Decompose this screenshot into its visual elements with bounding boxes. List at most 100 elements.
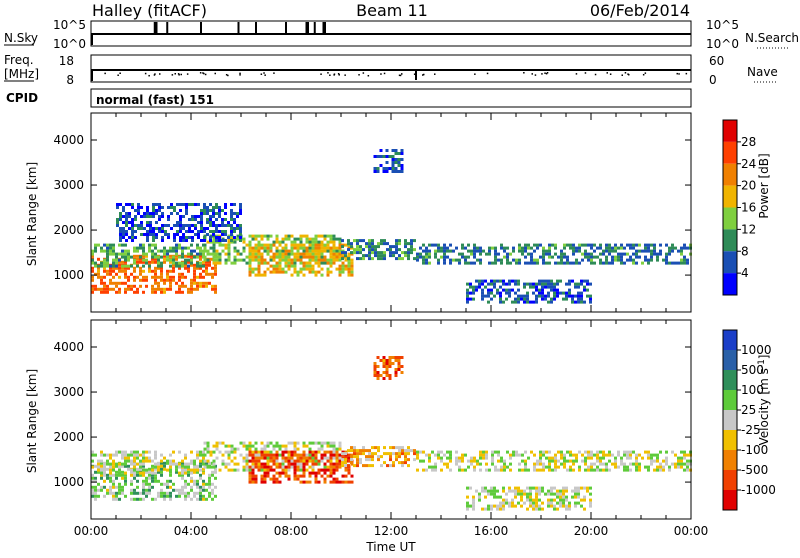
- power-cell: [172, 263, 175, 267]
- velocity-cell: [254, 480, 258, 484]
- velocity-cell: [94, 470, 97, 474]
- velocity-cell: [278, 465, 282, 469]
- power-cell: [131, 227, 134, 230]
- power-cell: [475, 285, 478, 289]
- velocity-cell: [541, 489, 544, 493]
- velocity-cell: [151, 497, 154, 501]
- power-cell: [398, 242, 401, 246]
- power-cell: [203, 227, 206, 230]
- power-cell: [121, 269, 124, 273]
- power-cell: [589, 294, 592, 298]
- power-cell: [212, 221, 215, 224]
- velocity-cell: [523, 489, 526, 493]
- velocity-cell: [562, 495, 565, 499]
- power-cell: [175, 243, 178, 247]
- power-cell: [155, 203, 158, 206]
- power-cell: [202, 284, 205, 288]
- power-cell: [239, 203, 242, 206]
- velocity-cell: [160, 491, 163, 495]
- power-cell: [206, 212, 209, 215]
- power-cell: [212, 224, 215, 227]
- velocity-cell: [490, 492, 493, 496]
- power-cell: [389, 254, 392, 258]
- power-cell: [209, 221, 212, 224]
- power-cell: [127, 255, 130, 259]
- power-cell: [203, 246, 207, 250]
- velocity-cell: [683, 453, 686, 457]
- power-cell: [452, 249, 455, 253]
- power-cell: [97, 275, 100, 279]
- velocity-cell: [115, 462, 118, 466]
- power-cell: [215, 239, 218, 242]
- power-cell: [236, 234, 240, 238]
- power-cell: [388, 155, 392, 158]
- velocity-cell: [574, 489, 577, 493]
- power-cell: [538, 294, 541, 298]
- power-cell: [547, 282, 550, 286]
- velocity-cell: [470, 459, 473, 463]
- velocity-cell: [385, 362, 389, 365]
- power-cell: [350, 242, 353, 246]
- power-cell: [542, 249, 545, 253]
- velocity-cell: [275, 450, 279, 454]
- velocity-cell: [517, 486, 520, 490]
- velocity-cell: [245, 444, 249, 448]
- velocity-cell: [148, 488, 151, 492]
- power-cell: [347, 273, 351, 277]
- power-cell: [254, 255, 258, 259]
- velocity-cell: [590, 453, 593, 457]
- velocity-cell: [569, 453, 572, 457]
- power-cell: [320, 243, 324, 247]
- velocity-cell: [317, 468, 321, 472]
- velocity-cell: [160, 467, 163, 471]
- power-cell: [527, 252, 530, 256]
- velocity-cell: [677, 459, 680, 463]
- velocity-cell: [532, 498, 535, 502]
- power-cell: [653, 252, 656, 256]
- velocity-cell: [320, 453, 324, 457]
- velocity-cell: [491, 462, 494, 466]
- velocity-cell: [686, 462, 689, 466]
- power-cell: [614, 246, 617, 250]
- velocity-cell: [142, 456, 145, 460]
- power-cell: [140, 221, 143, 224]
- power-cell: [233, 246, 237, 250]
- power-cell: [550, 297, 553, 301]
- power-cell: [187, 252, 190, 256]
- velocity-cell: [245, 459, 249, 463]
- power-cell: [476, 249, 479, 253]
- power-cell: [236, 227, 239, 230]
- velocity-cell: [347, 480, 351, 484]
- velocity-cell: [142, 497, 145, 501]
- velocity-cell: [557, 465, 560, 469]
- power-cell: [605, 243, 608, 247]
- power-cell: [106, 258, 109, 262]
- velocity-cell: [124, 456, 127, 460]
- velocity-cell: [382, 365, 386, 368]
- power-cell: [257, 249, 261, 253]
- power-cell: [374, 248, 377, 252]
- velocity-cell: [461, 468, 464, 472]
- velocity-cell: [196, 453, 199, 457]
- power-cell: [209, 240, 213, 244]
- velocity-cell: [112, 479, 115, 483]
- velocity-cell: [127, 464, 130, 468]
- power-cell: [158, 203, 161, 206]
- power-cell: [395, 248, 398, 252]
- velocity-cell: [472, 504, 475, 508]
- power-cell: [202, 260, 205, 264]
- power-cell: [437, 249, 440, 253]
- velocity-cell: [368, 449, 371, 453]
- power-cell: [215, 252, 219, 256]
- power-cell: [317, 258, 321, 262]
- power-cell: [284, 234, 288, 238]
- power-cell: [416, 258, 419, 262]
- power-cell: [565, 297, 568, 301]
- velocity-cell: [614, 462, 617, 466]
- velocity-cell: [127, 453, 130, 457]
- velocity-cell: [541, 486, 544, 490]
- power-cell: [467, 243, 470, 247]
- power-cell: [257, 255, 261, 259]
- power-cell: [647, 249, 650, 253]
